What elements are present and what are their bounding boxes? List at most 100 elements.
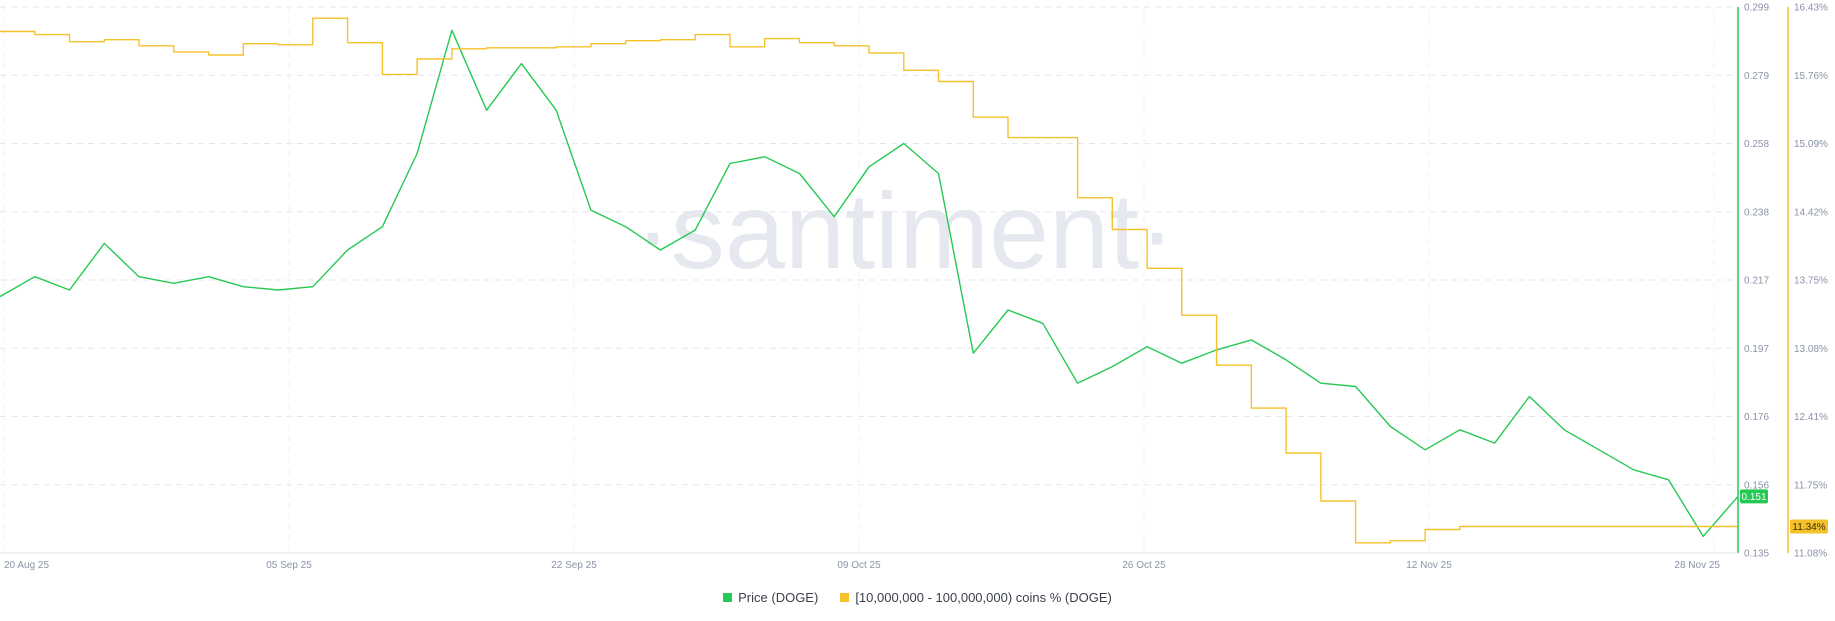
chart: ·santiment· 0.299 16.43% 0.279 15.76% 0.258 1… (0, 3, 1828, 571)
right-tick-label: 14.42% (1794, 207, 1828, 218)
series-line-coins_pct (0, 17, 1738, 544)
x-tick-label: 22 Sep 25 (551, 560, 597, 571)
point-coins_pct (1424, 529, 1426, 531)
point-coins_pct (972, 116, 974, 118)
point-coins_pct (1390, 540, 1392, 542)
x-tick-label: 05 Sep 25 (266, 560, 312, 571)
point-coins_pct (1563, 526, 1565, 528)
price-last-value: 0.151 (1741, 492, 1766, 503)
point-price (1285, 359, 1287, 361)
right-tick-label: 13.75% (1794, 276, 1828, 287)
point-price (555, 109, 557, 111)
point-coins_pct (729, 46, 731, 48)
point-coins_pct (69, 41, 71, 43)
legend-item-price[interactable]: Price (DOGE) (723, 590, 818, 605)
point-coins_pct (103, 39, 105, 41)
coins-last-badge (1790, 519, 1828, 534)
point-coins_pct (1355, 542, 1357, 544)
point-price (521, 63, 523, 65)
left-tick-label: 0.299 (1744, 3, 1769, 14)
legend-item-coins[interactable]: [10,000,000 - 100,000,000) coins % (DOGE… (840, 590, 1112, 605)
point-price (1598, 449, 1600, 451)
series-layer (0, 17, 1739, 544)
x-tick-label: 12 Nov 25 (1406, 560, 1452, 571)
point-price (729, 163, 731, 165)
coins-last-value: 11.34% (1792, 522, 1825, 533)
point-price (1702, 536, 1704, 538)
point-price (1077, 382, 1079, 384)
point-price (1181, 362, 1183, 364)
legend-label-coins: [10,000,000 - 100,000,000) coins % (DOGE… (855, 590, 1112, 605)
point-coins_pct (1633, 526, 1635, 528)
point-coins_pct (312, 17, 314, 19)
point-coins_pct (590, 43, 592, 45)
point-price (938, 173, 940, 175)
right-tick-label: 16.43% (1794, 3, 1828, 14)
point-price (1529, 396, 1531, 398)
point-price (312, 286, 314, 288)
point-price (1424, 449, 1426, 451)
point-coins_pct (138, 45, 140, 47)
point-coins_pct (903, 69, 905, 71)
left-tick-label: 0.238 (1744, 207, 1769, 218)
point-price (486, 109, 488, 111)
point-coins_pct (34, 34, 36, 36)
point-coins_pct (799, 42, 801, 44)
point-price (416, 153, 418, 155)
right-tick-label: 12.41% (1794, 412, 1828, 423)
series-line-price (0, 29, 1739, 538)
point-price (833, 216, 835, 218)
point-coins_pct (277, 44, 279, 46)
point-coins_pct (1042, 137, 1044, 139)
point-price (69, 289, 71, 291)
point-price (868, 166, 870, 168)
right-tick-label: 15.76% (1794, 71, 1828, 82)
point-price (1146, 346, 1148, 348)
point-price (625, 226, 627, 228)
left-tick-label: 0.217 (1744, 276, 1769, 287)
point-coins_pct (1007, 137, 1009, 139)
point-coins_pct (1702, 526, 1704, 528)
point-price (277, 289, 279, 291)
left-tick-label: 0.176 (1744, 412, 1769, 423)
point-coins_pct (1216, 364, 1218, 366)
axes: 0.299 16.43% 0.279 15.76% 0.258 15.09% 0.238 14… (0, 3, 1828, 571)
right-tick-label: 13.08% (1794, 344, 1828, 355)
point-coins_pct (938, 81, 940, 83)
left-tick-label: 0.258 (1744, 139, 1769, 150)
point-coins_pct (1181, 314, 1183, 316)
right-tick-label: 15.09% (1794, 139, 1828, 150)
point-price (903, 143, 905, 145)
point-price (1251, 339, 1253, 341)
point-price (1633, 469, 1635, 471)
point-coins_pct (208, 54, 210, 56)
point-coins_pct (1459, 526, 1461, 528)
point-price (1112, 366, 1114, 368)
point-coins_pct (1112, 229, 1114, 231)
point-coins_pct (1529, 526, 1531, 528)
right-tick-label: 11.08% (1794, 549, 1827, 560)
point-coins_pct (521, 47, 523, 49)
point-coins_pct (1077, 197, 1079, 199)
point-price (1042, 322, 1044, 324)
point-coins_pct (1146, 267, 1148, 269)
legend-swatch-coins (840, 593, 850, 602)
point-price (173, 283, 175, 285)
point-price (1459, 429, 1461, 431)
point-coins_pct (1598, 526, 1600, 528)
point-coins_pct (1668, 526, 1670, 528)
point-coins_pct (1251, 407, 1253, 409)
point-price (764, 156, 766, 158)
right-tick-label: 11.75% (1794, 480, 1827, 491)
point-price (34, 276, 36, 278)
point-coins_pct (833, 45, 835, 47)
point-coins_pct (1285, 452, 1287, 454)
point-price (243, 286, 245, 288)
price-last-badge (1740, 489, 1768, 504)
point-price (1494, 442, 1496, 444)
left-tick-label: 0.135 (1744, 549, 1769, 560)
point-price (347, 249, 349, 251)
point-price (1563, 429, 1565, 431)
point-price (451, 30, 453, 32)
left-tick-label: 0.156 (1744, 480, 1769, 491)
